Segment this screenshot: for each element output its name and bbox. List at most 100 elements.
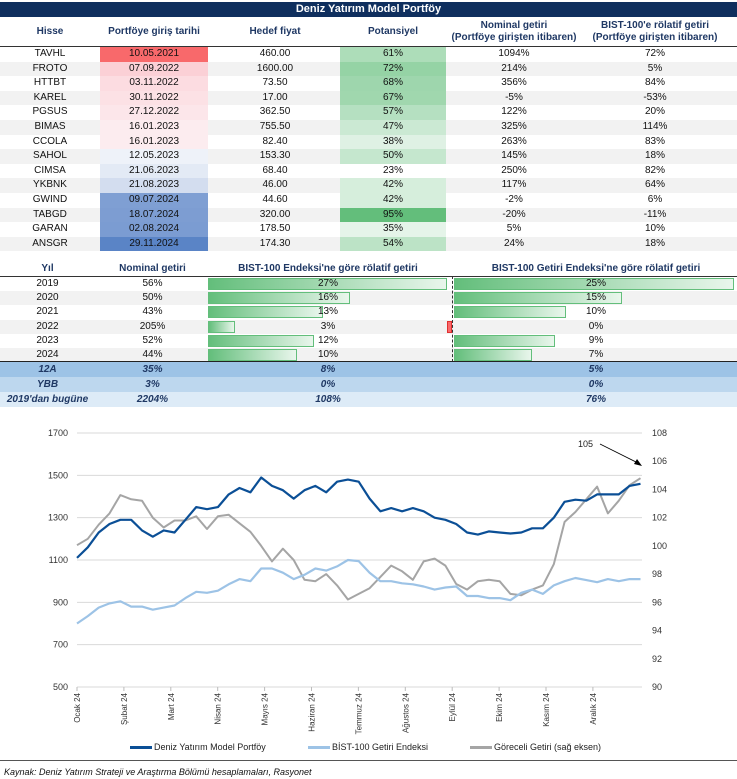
cell-relative: 20% xyxy=(644,106,665,118)
cell-rel_getiri: 10% xyxy=(585,306,606,318)
annotation-label: 105 xyxy=(578,439,593,449)
legend-item-portfolio: Deniz Yatırım Model Portföy xyxy=(130,742,266,752)
cell-rel_getiri: 9% xyxy=(588,334,604,346)
cell-potential: 38% xyxy=(340,134,446,150)
annotation-arrow xyxy=(599,443,641,465)
legend-swatch xyxy=(470,745,492,749)
y-right-tick-label: 90 xyxy=(652,682,662,692)
table-row: ANSGR 29.11.2024 174.30 54% 24% 18% xyxy=(0,236,737,252)
cell-date: 07.09.2022 xyxy=(100,61,208,77)
cell-label: 12A xyxy=(38,364,57,375)
y-left-tick-label: 1700 xyxy=(48,428,68,438)
cell-target: 755.50 xyxy=(259,121,291,132)
cell-ticker: CIMSA xyxy=(34,164,66,176)
x-tick-label: Ağustos 24 xyxy=(401,692,410,733)
cell-date: 09.07.2024 xyxy=(100,193,208,208)
cell-date: 10.05.2021 xyxy=(100,47,208,62)
cell-nominal: 117% xyxy=(501,179,527,191)
table-row: HTTBT 03.11.2022 73.50 68% 356% 84% xyxy=(0,76,737,91)
y-left-tick-label: 700 xyxy=(53,640,68,650)
cell-relative: -53% xyxy=(643,91,667,103)
table-row: TAVHL 10.05.2021 460.00 61% 1094% 72% xyxy=(0,47,737,62)
performance-chart: 1700 1500 1300 1100 900 700 500 108 106 104 102 100… xyxy=(48,428,667,734)
cell-date: 18.07.2024 xyxy=(100,207,208,223)
cell-rel_getiri: 5% xyxy=(588,364,604,375)
table-row: 2022 205% 3% 0% xyxy=(0,319,737,334)
y-right-tick-label: 108 xyxy=(652,428,667,438)
table-row: 2021 43% 13% 10% xyxy=(0,305,737,319)
cell-rel_getiri: 7% xyxy=(588,349,604,360)
divider xyxy=(0,361,737,362)
cell-ticker: GARAN xyxy=(32,223,68,235)
cell-potential: 72% xyxy=(340,61,446,77)
cell-year: 2024 xyxy=(36,349,59,360)
cell-target: 73.50 xyxy=(262,77,288,89)
header-relative-line2: (Portföye girişten itibaren) xyxy=(592,31,718,43)
cell-rel_getiri: 15% xyxy=(585,292,606,304)
legend-label: BİST-100 Getiri Endeksi xyxy=(332,742,429,752)
bar-rel-getiri xyxy=(454,334,555,347)
legend-label: Deniz Yatırım Model Portföy xyxy=(154,742,266,752)
cell-nominal: 5% xyxy=(506,223,522,235)
divider xyxy=(0,46,737,47)
cell-date: 21.06.2023 xyxy=(100,163,208,179)
cell-target: 44.60 xyxy=(262,194,288,205)
cell-rel_bist: 0% xyxy=(320,379,336,390)
header-date: Portföye giriş tarihi xyxy=(108,25,200,37)
x-tick-label: Mart 24 xyxy=(167,692,176,720)
cell-ticker: BIMAS xyxy=(34,121,66,132)
bar-rel-getiri xyxy=(447,320,452,333)
table-row: 2023 52% 12% 9% xyxy=(0,334,737,348)
cell-relative: 114% xyxy=(642,121,668,132)
cell-ticker: TAVHL xyxy=(34,48,66,59)
header-rel-getiri: BIST-100 Getiri Endeksi'ne göre rölatif … xyxy=(491,263,701,274)
x-tick-label: Mayıs 24 xyxy=(261,692,270,725)
cell-potential: 61% xyxy=(340,47,446,62)
cell-date: 12.05.2023 xyxy=(100,149,208,164)
table-row: BIMAS 16.01.2023 755.50 47% 325% 114% xyxy=(0,120,737,135)
y-right-tick-label: 106 xyxy=(652,456,667,466)
header-relative: BIST-100'e rölatif getiri (Portföye giriş… xyxy=(585,17,725,46)
cell-year: 2019 xyxy=(36,278,59,289)
cell-nominal: 356% xyxy=(501,77,527,89)
cell-nominal: 2204% xyxy=(136,394,169,405)
divider xyxy=(0,276,737,277)
cell-nominal: 3% xyxy=(145,379,160,390)
cell-target: 178.50 xyxy=(259,223,291,235)
cell-nominal: 44% xyxy=(142,349,163,360)
header-hisse: Hisse xyxy=(36,25,64,37)
table-row: 2024 44% 10% 7% xyxy=(0,348,737,363)
y-right-tick-label: 104 xyxy=(652,484,667,494)
cell-rel_getiri: 76% xyxy=(585,394,606,405)
cell-rel_bist: 16% xyxy=(317,292,338,304)
cell-target: 1600.00 xyxy=(256,62,294,74)
summary-row: 12A 35% 8% 5% xyxy=(0,362,737,377)
cell-nominal: 250% xyxy=(501,164,527,176)
cell-nominal: 43% xyxy=(142,306,163,318)
cell-nominal: 145% xyxy=(501,150,527,162)
y-left-tick-label: 500 xyxy=(53,682,68,692)
source-note: Kaynak: Deniz Yatırım Strateji ve Araştı… xyxy=(4,767,312,777)
table-row: CCOLA 16.01.2023 82.40 38% 263% 83% xyxy=(0,134,737,150)
cell-potential: 42% xyxy=(340,178,446,193)
table-row: TABGD 18.07.2024 320.00 95% -20% -11% xyxy=(0,207,737,223)
cell-relative: 18% xyxy=(644,150,665,162)
y-left-tick-label: 1500 xyxy=(48,470,68,480)
cell-rel_bist: 10% xyxy=(317,349,338,360)
cell-nominal: 205% xyxy=(139,320,166,332)
table-row: FROTO 07.09.2022 1600.00 72% 214% 5% xyxy=(0,61,737,77)
cell-relative: 6% xyxy=(647,194,663,205)
cell-date: 16.01.2023 xyxy=(100,120,208,135)
series-line xyxy=(76,477,642,601)
y-right-tick-label: 100 xyxy=(652,541,667,551)
cell-nominal: 35% xyxy=(142,364,163,375)
cell-ticker: HTTBT xyxy=(33,77,67,89)
cell-rel_getiri: 0% xyxy=(588,320,604,332)
cell-target: 460.00 xyxy=(259,48,291,59)
cell-rel_bist: 27% xyxy=(317,278,338,289)
cell-nominal: -20% xyxy=(502,208,526,220)
cell-ticker: TABGD xyxy=(33,208,67,220)
table-row: GARAN 02.08.2024 178.50 35% 5% 10% xyxy=(0,222,737,237)
cell-year: 2023 xyxy=(36,334,59,346)
cell-potential: 47% xyxy=(340,120,446,135)
